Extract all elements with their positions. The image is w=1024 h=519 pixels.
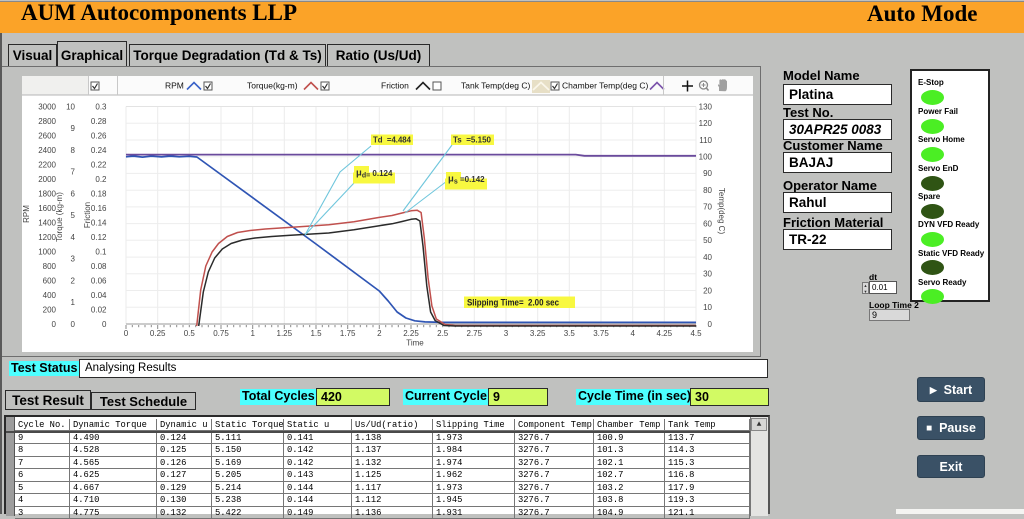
svg-text:Ts =5.150: Ts =5.150 [453,136,492,145]
svg-text:2: 2 [377,329,382,338]
svg-text:130: 130 [699,102,713,111]
svg-text:70: 70 [703,203,712,212]
svg-text:Td =4.484: Td =4.484 [373,136,412,145]
svg-text:400: 400 [43,291,57,300]
svg-text:4.5: 4.5 [690,329,702,338]
svg-text:0.14: 0.14 [91,218,107,227]
svg-text:60: 60 [703,219,712,228]
svg-text:Chamber Temp(deg C): Chamber Temp(deg C) [562,81,648,91]
svg-text:4.25: 4.25 [657,329,673,338]
svg-text:Friction: Friction [83,202,92,228]
svg-text:2400: 2400 [38,146,56,155]
svg-text:2.5: 2.5 [437,329,449,338]
svg-text:5: 5 [71,211,76,220]
svg-text:3: 3 [504,329,509,338]
svg-text:0.22: 0.22 [91,160,107,169]
svg-text:0.3: 0.3 [95,102,107,111]
svg-text:10: 10 [703,303,712,312]
svg-text:μs =0.142: μs =0.142 [448,174,485,186]
svg-text:Time: Time [406,339,424,348]
svg-text:Torque(kg-m): Torque(kg-m) [247,81,298,91]
svg-text:Slipping Time= 2.00 sec: Slipping Time= 2.00 sec [467,298,559,308]
svg-text:3: 3 [71,255,76,264]
svg-text:0.06: 0.06 [91,276,107,285]
svg-text:2: 2 [71,276,76,285]
svg-text:10: 10 [66,102,75,111]
svg-text:μd= 0.124: μd= 0.124 [356,168,393,180]
svg-text:0.18: 0.18 [91,189,107,198]
svg-text:Friction: Friction [381,81,409,91]
svg-text:4: 4 [71,233,76,242]
svg-text:2600: 2600 [38,131,56,140]
svg-text:0: 0 [52,320,57,329]
svg-text:0.2: 0.2 [95,175,107,184]
svg-text:3.5: 3.5 [564,329,576,338]
svg-text:0.12: 0.12 [91,233,107,242]
svg-text:0.25: 0.25 [150,329,166,338]
svg-text:1.25: 1.25 [277,329,293,338]
svg-text:Temp(deg C): Temp(deg C) [717,188,726,235]
svg-text:2.75: 2.75 [467,329,483,338]
svg-text:7: 7 [71,168,76,177]
svg-text:0.75: 0.75 [213,329,229,338]
svg-text:600: 600 [43,276,57,285]
svg-text:200: 200 [43,305,57,314]
svg-text:1: 1 [71,298,76,307]
svg-text:2000: 2000 [38,175,56,184]
svg-text:0: 0 [124,329,129,338]
svg-text:0.5: 0.5 [184,329,196,338]
svg-text:80: 80 [703,186,712,195]
svg-text:6: 6 [71,189,76,198]
svg-text:1: 1 [250,329,255,338]
svg-text:Torque (kg-m): Torque (kg-m) [55,192,64,242]
svg-text:RPM: RPM [22,205,31,223]
svg-text:Tank Temp(deg C): Tank Temp(deg C) [461,81,530,91]
svg-text:1800: 1800 [38,189,56,198]
svg-text:1600: 1600 [38,204,56,213]
svg-text:0.1: 0.1 [95,247,107,256]
svg-text:2800: 2800 [38,117,56,126]
svg-text:0: 0 [71,320,76,329]
svg-text:0.24: 0.24 [91,146,107,155]
svg-text:110: 110 [699,136,712,145]
svg-text:3000: 3000 [38,102,56,111]
svg-text:0: 0 [708,320,713,329]
svg-text:20: 20 [703,286,712,295]
svg-text:0: 0 [102,320,107,329]
svg-text:40: 40 [703,253,712,262]
svg-text:100: 100 [699,153,713,162]
svg-text:0.02: 0.02 [91,305,107,314]
svg-text:1.75: 1.75 [340,329,356,338]
svg-text:9: 9 [71,124,76,133]
svg-text:90: 90 [703,169,712,178]
svg-text:0.04: 0.04 [91,291,107,300]
svg-text:RPM: RPM [165,81,184,91]
svg-text:1000: 1000 [38,247,56,256]
svg-text:0.26: 0.26 [91,131,107,140]
svg-text:8: 8 [71,146,76,155]
svg-text:1.5: 1.5 [310,329,322,338]
svg-text:1200: 1200 [38,233,56,242]
svg-text:2200: 2200 [38,160,56,169]
svg-text:0.16: 0.16 [91,204,107,213]
svg-text:50: 50 [703,236,712,245]
svg-text:800: 800 [43,262,57,271]
svg-text:0.08: 0.08 [91,262,107,271]
svg-text:4: 4 [630,329,635,338]
svg-text:3.25: 3.25 [530,329,546,338]
svg-text:0.28: 0.28 [91,117,107,126]
svg-text:30: 30 [703,270,712,279]
svg-text:2.25: 2.25 [403,329,419,338]
svg-text:120: 120 [699,119,713,128]
svg-text:3.75: 3.75 [593,329,609,338]
svg-text:1400: 1400 [38,218,56,227]
